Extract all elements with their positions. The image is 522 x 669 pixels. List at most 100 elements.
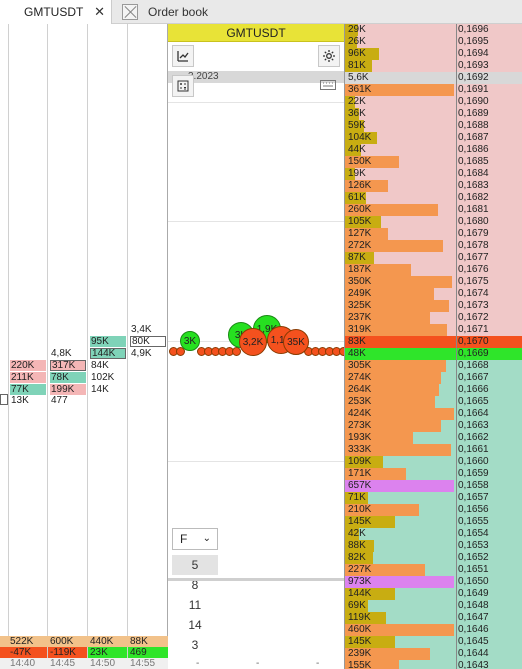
trade-bubble[interactable]: 3,2K	[239, 328, 267, 356]
order-book-row[interactable]: 274K 0,1667	[344, 372, 522, 384]
order-book-row[interactable]: 88K 0,1653	[344, 540, 522, 552]
order-book-row[interactable]: 171K 0,1659	[344, 468, 522, 480]
order-book-row[interactable]: 29K 0,1696	[344, 24, 522, 36]
volume-bar	[344, 540, 374, 552]
price-label: 0,1662	[458, 432, 489, 443]
price-label: 0,1654	[458, 528, 489, 539]
total-cell: 88K	[130, 636, 148, 647]
order-book-row[interactable]: 126K 0,1683	[344, 180, 522, 192]
order-book-row[interactable]: 210K 0,1656	[344, 504, 522, 516]
volume-label: 109K	[348, 456, 372, 467]
tab-label: Order book	[148, 5, 209, 19]
volume-label: 145K	[348, 516, 372, 527]
volume-bar	[344, 432, 413, 444]
frame-option[interactable]: 11	[188, 598, 202, 612]
axis-dash: -	[196, 658, 200, 669]
time-label: 14:50	[90, 658, 116, 669]
volume-label: 171K	[348, 468, 372, 479]
order-book-row[interactable]: 150K 0,1685	[344, 156, 522, 168]
order-book-row[interactable]: 333K 0,1661	[344, 444, 522, 456]
trade-bubble[interactable]: 35K	[283, 329, 309, 355]
order-book-row[interactable]: 81K 0,1693	[344, 60, 522, 72]
frame-option[interactable]: 8	[191, 578, 199, 592]
order-book-row[interactable]: 657K 0,1658	[344, 480, 522, 492]
calculator-icon[interactable]	[172, 75, 194, 97]
gear-icon[interactable]	[318, 45, 340, 67]
order-book-row[interactable]: 237K 0,1672	[344, 312, 522, 324]
order-book-row[interactable]: 227K 0,1651	[344, 564, 522, 576]
order-book-row[interactable]: 272K 0,1678	[344, 240, 522, 252]
order-book-row[interactable]: 26K 0,1695	[344, 36, 522, 48]
order-book-row[interactable]: 109K 0,1660	[344, 456, 522, 468]
volume-label: 87K	[348, 252, 366, 263]
order-book-row[interactable]: 19K 0,1684	[344, 168, 522, 180]
order-book-row[interactable]: 424K 0,1664	[344, 408, 522, 420]
price-label: 0,1688	[458, 120, 489, 131]
order-book-row[interactable]: 145K 0,1655	[344, 516, 522, 528]
keyboard-icon[interactable]	[320, 80, 338, 92]
price-label: 0,1677	[458, 252, 489, 263]
trade-bubble[interactable]: 3K	[180, 331, 200, 351]
volume-bar	[344, 120, 364, 132]
volume-label: 127K	[348, 228, 372, 239]
price-label: 0,1655	[458, 516, 489, 527]
cluster-cell: 317K	[50, 360, 86, 371]
order-book-row[interactable]: 22K 0,1690	[344, 96, 522, 108]
order-book-row[interactable]: 127K 0,1679	[344, 228, 522, 240]
order-book-row[interactable]: 239K 0,1644	[344, 648, 522, 660]
order-book-row[interactable]: 83K 0,1670	[344, 336, 522, 348]
volume-bar	[344, 48, 379, 60]
chart-settings-icon[interactable]	[172, 45, 194, 67]
price-label: 0,1695	[458, 36, 489, 47]
order-book-row[interactable]: 319K 0,1671	[344, 324, 522, 336]
order-book-row[interactable]: 59K 0,1688	[344, 120, 522, 132]
tab-gmtusdt[interactable]: GMTUSDT ✕	[0, 0, 112, 24]
order-book-row[interactable]: 119K 0,1647	[344, 612, 522, 624]
order-book-row[interactable]: 325K 0,1673	[344, 300, 522, 312]
order-book-row[interactable]: 460K 0,1646	[344, 624, 522, 636]
order-book-row[interactable]: 44K 0,1686	[344, 144, 522, 156]
price-label: 0,1679	[458, 228, 489, 239]
frame-option[interactable]: 14	[188, 618, 202, 632]
order-book-row[interactable]: 249K 0,1674	[344, 288, 522, 300]
order-book-row[interactable]: 69K 0,1648	[344, 600, 522, 612]
order-book-row[interactable]: 145K 0,1645	[344, 636, 522, 648]
price-label: 0,1684	[458, 168, 489, 179]
close-icon[interactable]: ✕	[94, 4, 105, 19]
order-book-row[interactable]: 5,6K 0,1692	[344, 72, 522, 84]
order-book-row[interactable]: 350K 0,1675	[344, 276, 522, 288]
price-label: 0,1661	[458, 444, 489, 455]
order-book-row[interactable]: 264K 0,1666	[344, 384, 522, 396]
price-label: 0,1665	[458, 396, 489, 407]
frame-option[interactable]: 5	[172, 555, 218, 575]
order-book-row[interactable]: 155K 0,1643	[344, 660, 522, 669]
order-book-row[interactable]: 87K 0,1677	[344, 252, 522, 264]
order-book-row[interactable]: 104K 0,1687	[344, 132, 522, 144]
frame-select[interactable]: F ⌄	[172, 528, 218, 550]
order-book-row[interactable]: 71K 0,1657	[344, 492, 522, 504]
order-book-row[interactable]: 973K 0,1650	[344, 576, 522, 588]
order-book-row[interactable]: 105K 0,1680	[344, 216, 522, 228]
order-book-row[interactable]: 260K 0,1681	[344, 204, 522, 216]
frame-option[interactable]: 3	[191, 638, 199, 652]
order-book-row[interactable]: 273K 0,1663	[344, 420, 522, 432]
volume-bar	[344, 240, 443, 252]
tab-order-book[interactable]: Order book	[112, 0, 522, 24]
volume-label: 325K	[348, 300, 372, 311]
price-label: 0,1648	[458, 600, 489, 611]
order-book-row[interactable]: 253K 0,1665	[344, 396, 522, 408]
volume-label: 44K	[348, 144, 366, 155]
order-book-row[interactable]: 36K 0,1689	[344, 108, 522, 120]
order-book-row[interactable]: 187K 0,1676	[344, 264, 522, 276]
order-book-row[interactable]: 61K 0,1682	[344, 192, 522, 204]
price-label: 0,1673	[458, 300, 489, 311]
volume-label: 260K	[348, 204, 372, 215]
order-book-row[interactable]: 193K 0,1662	[344, 432, 522, 444]
order-book-row[interactable]: 144K 0,1649	[344, 588, 522, 600]
order-book-row[interactable]: 48K 0,1669	[344, 348, 522, 360]
order-book-row[interactable]: 82K 0,1652	[344, 552, 522, 564]
order-book-row[interactable]: 42K 0,1654	[344, 528, 522, 540]
order-book-row[interactable]: 361K 0,1691	[344, 84, 522, 96]
order-book-row[interactable]: 305K 0,1668	[344, 360, 522, 372]
order-book-row[interactable]: 96K 0,1694	[344, 48, 522, 60]
